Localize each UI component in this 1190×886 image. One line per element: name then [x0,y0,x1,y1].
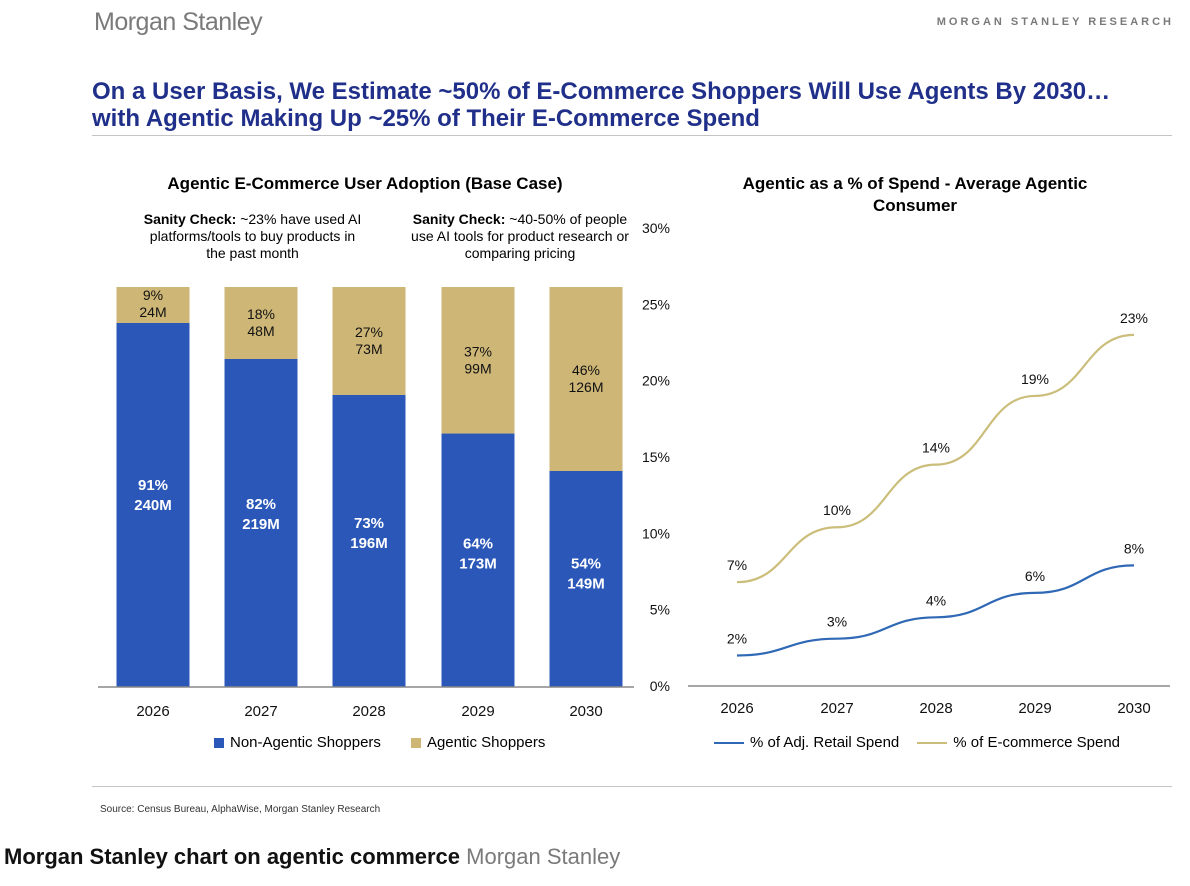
data-label-ecommerce-2029: 19% [1021,371,1049,387]
research-label: MORGAN STANLEY RESEARCH [936,16,1174,28]
line-x-tick-2029: 2029 [1018,700,1051,717]
figure-caption: Morgan Stanley chart on agentic commerce… [4,844,620,870]
legend-line-ecommerce [917,741,948,744]
data-label-retail-2029: 6% [1025,568,1045,584]
sanity-check-1-text: ~23% have used AI platforms/tools to buy… [149,211,362,261]
bar-non-agentic-2027 [224,359,298,687]
sanity-check-2-label: Sanity Check: [412,211,506,227]
sanity-check-1: Sanity Check: ~23% have used AI platform… [140,211,365,262]
line-chart-title: Agentic as a % of Spend - Average Agenti… [680,173,1150,217]
label-count-agentic-2026: 24M [139,304,166,320]
brand-logo: Morgan Stanley [94,8,263,36]
label-pct-agentic-2030: 46% [572,362,600,378]
header-rule [92,135,1172,136]
label-count-agentic-2027: 48M [247,323,274,339]
x-tick-2029: 2029 [461,703,494,720]
label-pct-non-agentic-2026: 91% [138,477,168,494]
sanity-check-2: Sanity Check: ~40-50% of people use AI t… [410,211,630,262]
y-tick-20pct: 20% [642,373,670,389]
label-count-non-agentic-2030: 149M [567,576,605,593]
line-legend: % of Adj. Retail Spend % of E-commerce S… [714,734,1120,751]
source-note: Source: Census Bureau, AlphaWise, Morgan… [100,804,381,815]
data-label-ecommerce-2027: 10% [823,502,851,518]
bar-agentic-2030 [549,287,623,471]
line-x-tick-2030: 2030 [1117,700,1150,717]
data-label-retail-2026: 2% [727,630,747,646]
series-line-retail [736,564,1135,657]
label-pct-agentic-2028: 27% [355,324,383,340]
label-pct-non-agentic-2029: 64% [463,536,493,553]
data-label-ecommerce-2028: 14% [922,440,950,456]
label-pct-non-agentic-2030: 54% [571,556,601,573]
line-x-tick-2028: 2028 [919,700,952,717]
label-pct-agentic-2026: 9% [143,287,163,303]
caption-credit: Morgan Stanley [466,844,621,869]
label-pct-agentic-2029: 37% [464,343,492,359]
y-tick-25pct: 25% [642,296,670,312]
bar-agentic-2026 [116,287,190,323]
label-count-agentic-2030: 126M [568,379,603,395]
bar-chart-title: Agentic E-Commerce User Adoption (Base C… [167,174,563,193]
x-tick-2028: 2028 [352,703,385,720]
label-count-agentic-2028: 73M [355,341,382,357]
data-label-ecommerce-2026: 7% [727,557,747,573]
sanity-check-2-text: ~40-50% of people use AI tools for produ… [411,211,629,261]
bar-non-agentic-2028 [332,395,406,687]
label-pct-non-agentic-2028: 73% [354,515,384,532]
legend-label-agentic: Agentic Shoppers [426,734,546,751]
x-tick-2027: 2027 [244,703,277,720]
label-count-non-agentic-2028: 196M [350,535,388,552]
y-tick-5pct: 5% [650,602,670,618]
footer-rule [92,786,1172,787]
data-label-retail-2027: 3% [827,614,847,630]
bar-chart: 91% 240M 9%24M 2026 82% 219M 18%48M 2027 73% 196M… [98,287,634,720]
legend-label-retail: % of Adj. Retail Spend [750,734,900,751]
line-x-tick-2027: 2027 [820,700,853,717]
label-count-non-agentic-2027: 219M [242,516,280,533]
y-tick-10pct: 10% [642,525,670,541]
bar-agentic-2028 [332,287,406,395]
caption-text: Morgan Stanley chart on agentic commerce [4,844,461,869]
legend-swatch-agentic [410,737,421,748]
legend-swatch-non-agentic [214,737,224,748]
bar-agentic-2029 [441,287,515,434]
sanity-check-1-label: Sanity Check: [143,211,237,227]
label-count-non-agentic-2026: 240M [134,497,172,514]
x-tick-2030: 2030 [569,703,602,720]
y-tick-0pct: 0% [650,678,670,694]
line-chart: 0% 5% 10% 15% 20% 25% 30% 2026 2027 2028 2029 2030 2… [642,220,1170,717]
y-tick-30pct: 30% [642,220,670,236]
line-x-tick-2026: 2026 [720,700,753,717]
line-chart-title-line-1: Agentic as a % of Spend - Average Agenti… [742,174,1088,193]
data-label-retail-2030: 8% [1124,540,1144,556]
legend-line-retail [714,741,744,744]
label-count-non-agentic-2029: 173M [459,556,497,573]
data-label-ecommerce-2030: 23% [1120,310,1148,326]
bar-legend: Non-Agentic Shoppers Agentic Shoppers [214,734,545,751]
bar-non-agentic-2029 [441,433,515,687]
line-chart-title-line-2: Consumer [872,196,958,215]
label-count-agentic-2029: 99M [464,360,491,376]
bar-non-agentic-2026 [116,323,190,687]
bar-agentic-2027 [224,287,298,359]
data-label-retail-2028: 4% [926,592,946,608]
bar-non-agentic-2030 [549,471,623,687]
x-tick-2026: 2026 [136,703,169,720]
series-line-ecommerce [736,333,1135,584]
y-tick-15pct: 15% [642,449,670,465]
label-pct-non-agentic-2027: 82% [246,496,276,513]
page-headline: On a User Basis, We Estimate ~50% of E-C… [92,78,1111,132]
label-pct-agentic-2027: 18% [247,306,275,322]
legend-label-non-agentic: Non-Agentic Shoppers [230,734,381,751]
legend-label-ecommerce: % of E-commerce Spend [953,734,1121,751]
